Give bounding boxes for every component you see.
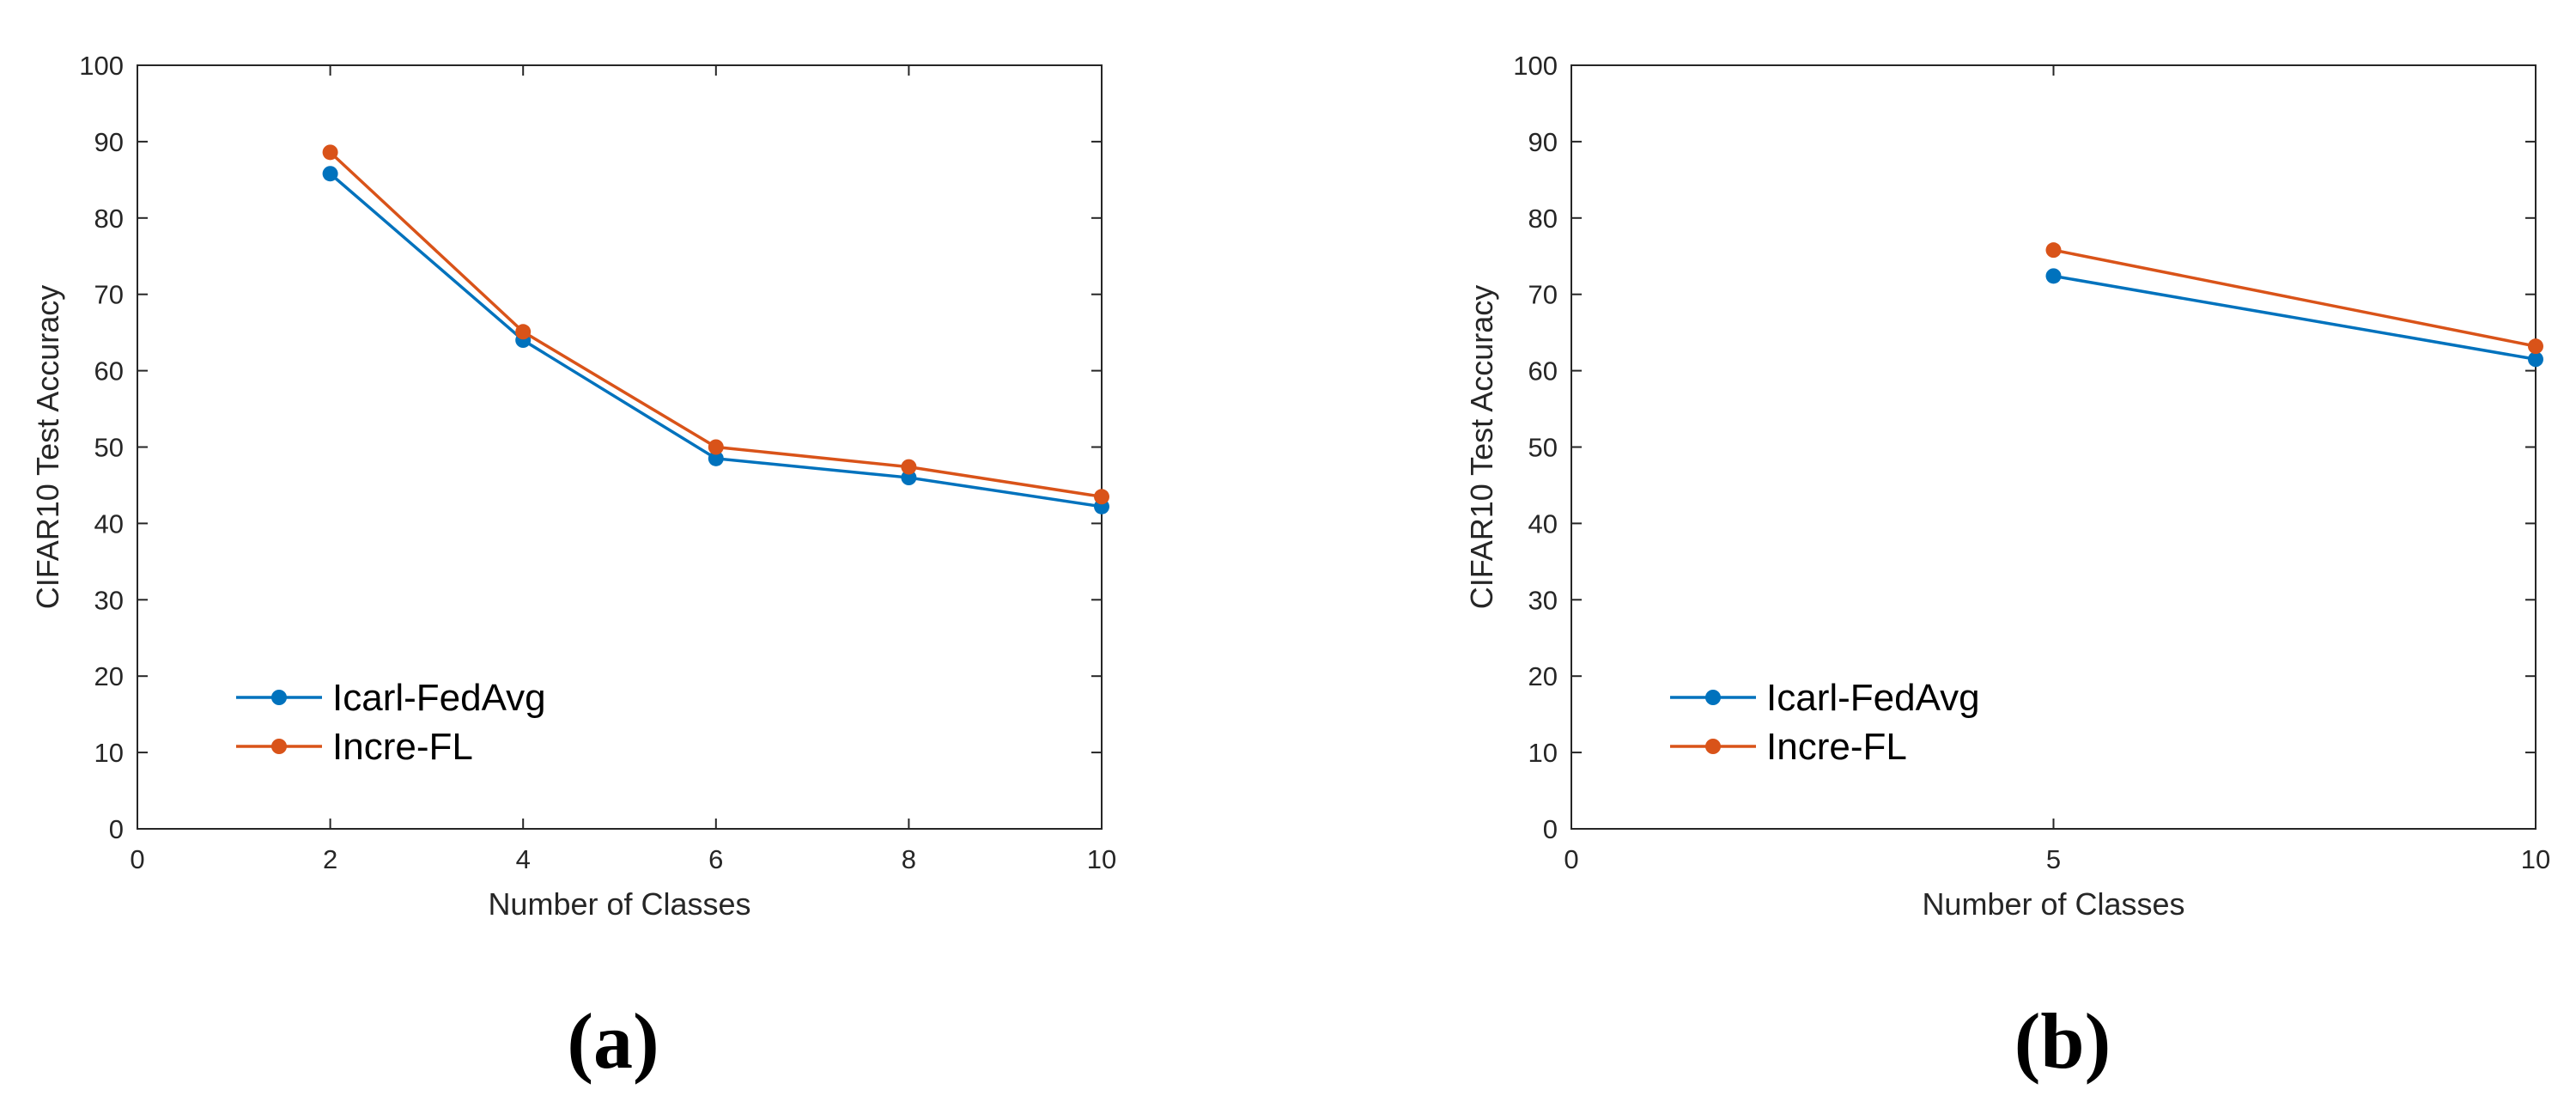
y-tick-label: 30 <box>94 585 124 615</box>
y-tick-label: 40 <box>94 508 124 539</box>
data-point-incre-fl <box>2528 338 2543 355</box>
x-tick-label: 6 <box>708 844 723 874</box>
data-point-icarl-fedavg <box>322 166 338 182</box>
x-tick-label: 10 <box>1087 844 1116 874</box>
data-point-icarl-fedavg <box>2045 268 2062 284</box>
y-tick-label: 80 <box>1528 204 1558 234</box>
legend-label-incre-fl: Incre-FL <box>1766 726 1907 768</box>
plot-area <box>137 64 1103 830</box>
data-point-icarl-fedavg <box>901 470 917 486</box>
y-tick-label: 40 <box>1528 508 1558 539</box>
series-line-incre-fl <box>2053 248 2537 348</box>
y-tick-label: 50 <box>94 433 124 463</box>
x-tick-label: 0 <box>1564 844 1578 874</box>
x-tick-label: 5 <box>2046 844 2061 874</box>
y-tick-label: 20 <box>94 661 124 691</box>
y-axis-label: CIFAR10 Test Accuracy <box>1464 285 1499 610</box>
series-line-icarl-fedavg <box>2053 274 2537 361</box>
chart-b: 0 10 20 30 40 50 60 70 80 90 100 0 5 10 Number of Clas… <box>1464 51 2550 1085</box>
panel-caption: (b) <box>2014 997 2111 1085</box>
legend-marker-incre-fl <box>271 739 287 754</box>
plot-area <box>1571 64 2537 830</box>
y-tick-label: 70 <box>1528 280 1558 310</box>
data-point-icarl-fedavg <box>2528 351 2543 368</box>
x-tick-label: 10 <box>2521 844 2550 874</box>
x-tick-label: 8 <box>902 844 916 874</box>
y-tick-label: 20 <box>1528 661 1558 691</box>
data-point-incre-fl <box>515 324 532 340</box>
y-tick-label: 60 <box>94 356 124 387</box>
y-tick-label: 90 <box>1528 127 1558 157</box>
legend-label-icarl-fedavg: Icarl-FedAvg <box>1766 677 1980 719</box>
legend-marker-icarl-fedavg <box>271 690 287 705</box>
y-tick-label: 0 <box>1543 814 1558 844</box>
y-tick-label: 100 <box>79 51 124 81</box>
x-tick-label: 4 <box>516 844 531 874</box>
chart-a: 0 10 20 30 40 50 60 70 80 90 100 0 2 4 6 8 10 Number of C… <box>30 51 1116 1085</box>
legend-marker-incre-fl <box>1705 739 1721 754</box>
y-tick-label: 50 <box>1528 433 1558 463</box>
y-tick-label: 60 <box>1528 356 1558 387</box>
panel-caption: (a) <box>567 997 659 1085</box>
y-axis-label: CIFAR10 Test Accuracy <box>30 285 65 610</box>
data-point-icarl-fedavg <box>708 450 724 466</box>
y-tick-label: 90 <box>94 127 124 157</box>
data-point-incre-fl <box>322 144 338 161</box>
y-tick-label: 10 <box>1528 738 1558 768</box>
data-point-incre-fl <box>901 459 917 475</box>
y-tick-label: 100 <box>1513 51 1558 81</box>
x-axis-label: Number of Classes <box>488 886 750 922</box>
data-point-incre-fl <box>2045 242 2062 259</box>
data-point-incre-fl <box>1094 489 1109 505</box>
legend-marker-icarl-fedavg <box>1705 690 1721 705</box>
x-axis-label: Number of Classes <box>1922 886 2184 922</box>
y-tick-label: 70 <box>94 280 124 310</box>
legend-label-incre-fl: Incre-FL <box>332 726 473 768</box>
y-tick-label: 30 <box>1528 585 1558 615</box>
legend-label-icarl-fedavg: Icarl-FedAvg <box>332 677 546 719</box>
x-tick-label: 2 <box>323 844 337 874</box>
data-point-incre-fl <box>708 439 724 455</box>
y-tick-label: 80 <box>94 204 124 234</box>
x-tick-label: 0 <box>130 844 144 874</box>
y-tick-label: 10 <box>94 738 124 768</box>
y-tick-label: 0 <box>109 814 124 844</box>
